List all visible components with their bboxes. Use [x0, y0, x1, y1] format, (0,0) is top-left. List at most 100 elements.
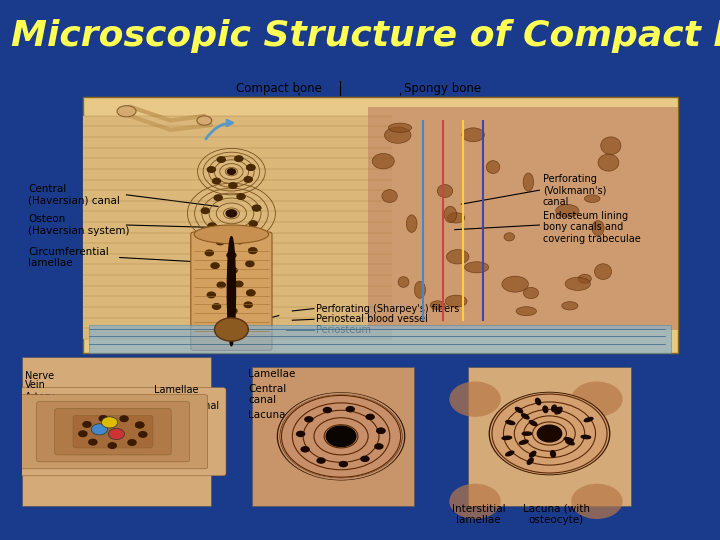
Circle shape [489, 392, 611, 475]
FancyBboxPatch shape [73, 415, 153, 448]
Ellipse shape [415, 281, 426, 298]
Text: Circumferential
lamellae: Circumferential lamellae [28, 247, 109, 268]
Ellipse shape [562, 302, 578, 310]
Circle shape [247, 290, 255, 296]
Circle shape [102, 417, 117, 428]
FancyBboxPatch shape [83, 97, 678, 353]
Circle shape [360, 456, 369, 462]
Circle shape [296, 431, 305, 437]
Bar [369, 106, 678, 329]
Circle shape [229, 308, 237, 314]
Circle shape [571, 484, 623, 519]
Ellipse shape [598, 154, 619, 171]
Circle shape [449, 382, 501, 417]
Ellipse shape [437, 185, 453, 198]
Circle shape [78, 431, 87, 436]
Text: Interstitial
lamellae: Interstitial lamellae [451, 504, 505, 525]
Circle shape [490, 393, 609, 475]
Ellipse shape [197, 116, 212, 125]
Circle shape [276, 392, 405, 481]
Circle shape [214, 195, 222, 200]
Circle shape [202, 208, 210, 213]
Ellipse shape [445, 295, 467, 307]
Ellipse shape [382, 190, 397, 202]
Ellipse shape [446, 249, 469, 264]
Circle shape [323, 407, 332, 413]
Circle shape [300, 446, 310, 453]
Ellipse shape [565, 277, 590, 291]
Text: Central
canal: Central canal [248, 384, 287, 406]
Circle shape [246, 261, 254, 267]
Text: Perforating
(Volkmann's)
canal: Perforating (Volkmann's) canal [543, 173, 606, 207]
FancyBboxPatch shape [191, 232, 272, 350]
Ellipse shape [592, 220, 604, 236]
Circle shape [108, 428, 125, 440]
Circle shape [449, 484, 501, 519]
Circle shape [366, 414, 375, 420]
Ellipse shape [521, 414, 529, 419]
Circle shape [247, 165, 255, 170]
Circle shape [376, 428, 386, 434]
Ellipse shape [523, 287, 539, 299]
Circle shape [128, 440, 136, 445]
Circle shape [235, 281, 243, 287]
Circle shape [207, 167, 215, 172]
Circle shape [235, 156, 243, 161]
Ellipse shape [117, 106, 136, 117]
Circle shape [247, 290, 255, 296]
FancyBboxPatch shape [0, 388, 226, 476]
Text: Vein: Vein [25, 380, 46, 390]
Circle shape [211, 263, 219, 268]
Bar [83, 116, 392, 339]
Circle shape [108, 443, 117, 448]
Ellipse shape [551, 451, 555, 457]
Circle shape [207, 292, 215, 298]
Text: Nerve: Nerve [25, 371, 54, 381]
Text: Compact bone: Compact bone [236, 82, 322, 94]
Circle shape [248, 248, 257, 253]
Circle shape [235, 238, 243, 244]
Circle shape [120, 416, 128, 422]
Circle shape [215, 318, 248, 341]
Ellipse shape [486, 160, 500, 173]
Ellipse shape [543, 406, 548, 413]
Circle shape [571, 382, 623, 417]
Circle shape [280, 395, 402, 478]
Ellipse shape [228, 237, 235, 346]
Ellipse shape [389, 123, 412, 132]
Ellipse shape [529, 421, 537, 426]
Circle shape [99, 416, 107, 421]
Bar [22, 357, 211, 506]
Ellipse shape [552, 405, 557, 411]
Ellipse shape [444, 206, 456, 222]
Circle shape [226, 210, 237, 217]
Ellipse shape [530, 451, 536, 457]
Ellipse shape [523, 173, 534, 191]
Circle shape [212, 303, 220, 309]
Ellipse shape [522, 432, 532, 435]
Ellipse shape [564, 437, 573, 442]
Circle shape [374, 443, 384, 450]
Ellipse shape [554, 408, 560, 414]
Ellipse shape [566, 440, 574, 445]
Circle shape [249, 221, 257, 226]
Ellipse shape [447, 213, 465, 223]
Ellipse shape [584, 417, 593, 422]
Text: Central
(Haversian) canal: Central (Haversian) canal [28, 184, 120, 206]
Ellipse shape [556, 205, 579, 217]
Text: Periosteal blood vessel: Periosteal blood vessel [316, 314, 428, 325]
Text: Central canal: Central canal [153, 401, 219, 411]
Text: Spongy bone: Spongy bone [404, 82, 481, 94]
Circle shape [346, 406, 355, 413]
Ellipse shape [372, 153, 395, 169]
Text: Microscopic Structure of Compact Bone: Microscopic Structure of Compact Bone [11, 19, 720, 53]
Text: Osteocyte
in a lacuna: Osteocyte in a lacuna [25, 423, 79, 445]
Text: Lamellae: Lamellae [248, 369, 296, 379]
Text: Canaliculi: Canaliculi [25, 410, 73, 421]
Circle shape [208, 223, 216, 228]
Ellipse shape [600, 137, 621, 154]
Circle shape [338, 461, 348, 468]
Ellipse shape [519, 440, 528, 444]
Ellipse shape [502, 436, 511, 440]
Circle shape [91, 424, 107, 435]
